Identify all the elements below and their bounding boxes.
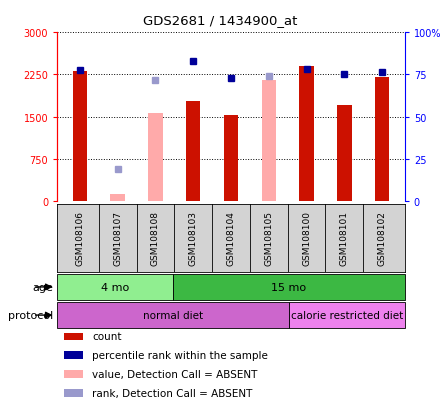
Text: GSM108106: GSM108106: [75, 211, 84, 266]
Text: GSM108100: GSM108100: [302, 211, 311, 266]
Text: 15 mo: 15 mo: [271, 282, 307, 292]
Bar: [186, 102, 200, 202]
Text: GSM108104: GSM108104: [227, 211, 235, 266]
Text: rank, Detection Call = ABSENT: rank, Detection Call = ABSENT: [92, 388, 252, 398]
Bar: [57, 274, 173, 300]
Bar: [337, 106, 352, 202]
Bar: [289, 302, 405, 328]
Text: age: age: [32, 282, 53, 292]
Text: GSM108105: GSM108105: [264, 211, 273, 266]
Text: calorie restricted diet: calorie restricted diet: [291, 310, 403, 320]
Text: GSM108107: GSM108107: [113, 211, 122, 266]
Bar: [148, 114, 163, 202]
Text: GSM108101: GSM108101: [340, 211, 349, 266]
Bar: [64, 333, 83, 341]
Text: normal diet: normal diet: [143, 310, 203, 320]
Text: percentile rank within the sample: percentile rank within the sample: [92, 351, 268, 361]
Bar: [299, 67, 314, 202]
Text: value, Detection Call = ABSENT: value, Detection Call = ABSENT: [92, 369, 257, 379]
Bar: [375, 78, 389, 202]
Text: 4 mo: 4 mo: [101, 282, 129, 292]
Bar: [173, 274, 405, 300]
Bar: [64, 351, 83, 359]
Bar: [262, 81, 276, 202]
Text: GSM108102: GSM108102: [378, 211, 387, 266]
Bar: [64, 389, 83, 397]
Bar: [57, 302, 289, 328]
Bar: [73, 71, 87, 202]
Text: count: count: [92, 332, 121, 342]
Bar: [64, 370, 83, 378]
Bar: [224, 115, 238, 202]
Text: GDS2681 / 1434900_at: GDS2681 / 1434900_at: [143, 14, 297, 27]
Text: protocol: protocol: [7, 310, 53, 320]
Text: GSM108108: GSM108108: [151, 211, 160, 266]
Bar: [110, 195, 125, 202]
Text: GSM108103: GSM108103: [189, 211, 198, 266]
